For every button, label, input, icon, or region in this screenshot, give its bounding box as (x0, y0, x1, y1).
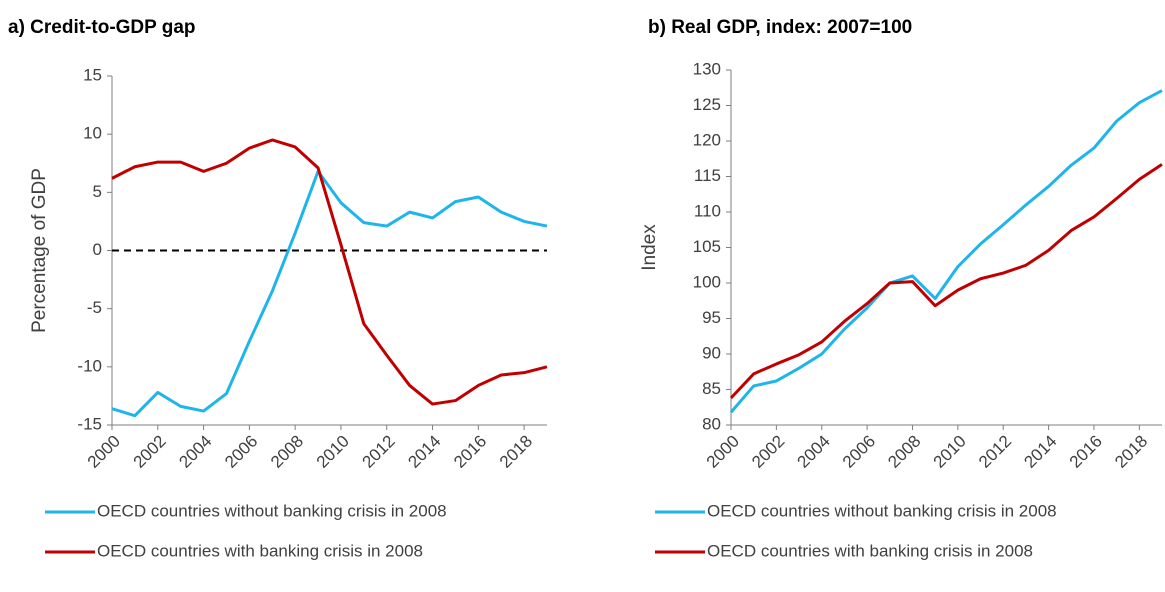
y-tick-label: -10 (77, 356, 102, 375)
x-tick-label: 2012 (359, 432, 399, 472)
y-axis-label: Index (639, 224, 660, 271)
y-tick-label: 10 (83, 124, 102, 143)
x-tick-label: 2018 (496, 432, 536, 472)
x-tick-label: 2008 (884, 432, 924, 472)
y-tick-label: 100 (693, 272, 721, 291)
y-tick-label: 115 (694, 166, 721, 185)
legend-label: OECD countries without banking crisis in… (97, 501, 447, 520)
y-tick-label: 15 (83, 65, 102, 84)
x-tick-label: 2000 (703, 432, 743, 472)
legend-label: OECD countries with banking crisis in 20… (97, 541, 423, 560)
x-tick-label: 2010 (930, 432, 970, 472)
y-tick-label: 90 (702, 343, 721, 362)
x-tick-label: 2004 (794, 432, 834, 472)
y-tick-label: -5 (87, 298, 102, 317)
y-tick-label: 5 (93, 182, 102, 201)
y-tick-label: 0 (93, 240, 102, 259)
x-tick-label: 2014 (1020, 432, 1060, 472)
y-tick-label: 130 (693, 59, 721, 78)
y-tick-label: 95 (702, 308, 721, 327)
x-tick-label: 2016 (1066, 432, 1106, 472)
x-tick-label: 2014 (404, 432, 444, 472)
y-tick-label: 85 (702, 379, 721, 398)
chart-title: a) Credit-to-GDP gap (8, 17, 196, 38)
x-tick-label: 2002 (130, 432, 170, 472)
legend-label: OECD countries without banking crisis in… (707, 501, 1057, 520)
legend-label: OECD countries with banking crisis in 20… (707, 541, 1033, 560)
y-tick-label: 125 (693, 95, 721, 114)
y-tick-label: 105 (693, 237, 721, 256)
x-tick-label: 2012 (975, 432, 1015, 472)
x-tick-label: 2006 (221, 432, 261, 472)
x-tick-label: 2006 (839, 432, 879, 472)
series-line (111, 169, 548, 418)
series-line (729, 89, 1163, 414)
x-tick-label: 2016 (450, 432, 490, 472)
y-tick-label: 110 (694, 201, 721, 220)
series-line (729, 163, 1163, 400)
y-tick-label: -15 (77, 414, 102, 433)
x-tick-label: 2004 (175, 432, 215, 472)
y-tick-label: 80 (702, 414, 721, 433)
chart-title: b) Real GDP, index: 2007=100 (648, 17, 912, 38)
x-tick-label: 2000 (84, 432, 124, 472)
x-tick-label: 2010 (313, 432, 353, 472)
y-axis-label: Percentage of GDP (29, 168, 50, 333)
series-line (111, 138, 548, 406)
x-tick-label: 2002 (748, 432, 788, 472)
x-tick-label: 2018 (1111, 432, 1151, 472)
y-tick-label: 120 (693, 130, 721, 149)
x-tick-label: 2008 (267, 432, 307, 472)
